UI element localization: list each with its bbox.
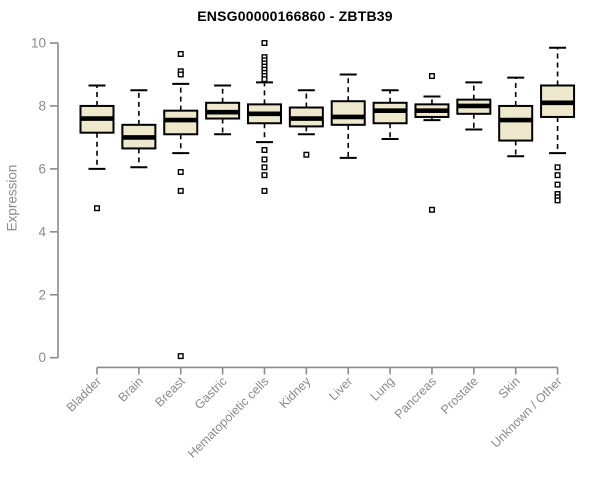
outlier-point bbox=[261, 187, 268, 194]
outlier-point bbox=[261, 164, 268, 171]
iqr-box bbox=[330, 100, 366, 126]
iqr-box bbox=[498, 104, 534, 142]
outlier-point bbox=[554, 197, 561, 204]
outlier-point bbox=[177, 187, 184, 194]
outlier-point bbox=[261, 172, 268, 179]
x-tick-label: Kidney bbox=[277, 374, 314, 411]
x-tick-label: Brain bbox=[115, 374, 146, 405]
x-tick-label: Bladder bbox=[64, 374, 104, 414]
outlier-point bbox=[177, 353, 184, 360]
outlier-point bbox=[261, 146, 268, 153]
outlier-point bbox=[177, 71, 184, 78]
x-tick-label: Gastric bbox=[192, 374, 230, 412]
outlier-point bbox=[554, 181, 561, 188]
outlier-point bbox=[554, 164, 561, 171]
y-tick-label: 4 bbox=[38, 224, 46, 239]
x-tick-label: Lung bbox=[368, 374, 398, 404]
y-tick-label: 6 bbox=[38, 161, 46, 176]
x-tick-label: Skin bbox=[496, 374, 523, 401]
outlier-point bbox=[261, 156, 268, 163]
y-tick-label: 0 bbox=[38, 350, 46, 365]
outlier-point bbox=[428, 73, 435, 80]
x-tick-label: Pancreas bbox=[392, 374, 439, 421]
outlier-point bbox=[303, 151, 310, 158]
outlier-point bbox=[554, 172, 561, 179]
outlier-point bbox=[261, 76, 268, 83]
x-tick-label: Unknown / Other bbox=[488, 374, 564, 450]
chart-title: ENSG00000166860 - ZBTB39 bbox=[197, 8, 393, 24]
outlier-point bbox=[428, 206, 435, 213]
outlier-point bbox=[261, 40, 268, 47]
iqr-box bbox=[372, 101, 408, 125]
y-tick-label: 10 bbox=[31, 36, 46, 51]
outlier-point bbox=[177, 51, 184, 58]
x-tick-label: Breast bbox=[152, 374, 188, 410]
x-tick-label: Hematopoietic cells bbox=[185, 374, 272, 461]
x-tick-label: Prostate bbox=[438, 374, 481, 417]
outlier-point bbox=[93, 205, 100, 212]
outlier-point bbox=[177, 169, 184, 176]
y-tick-label: 2 bbox=[38, 287, 46, 302]
x-tick-label: Liver bbox=[326, 374, 355, 403]
iqr-box bbox=[163, 109, 199, 136]
y-axis-title: Expression bbox=[4, 164, 20, 232]
y-tick-label: 8 bbox=[38, 98, 46, 113]
